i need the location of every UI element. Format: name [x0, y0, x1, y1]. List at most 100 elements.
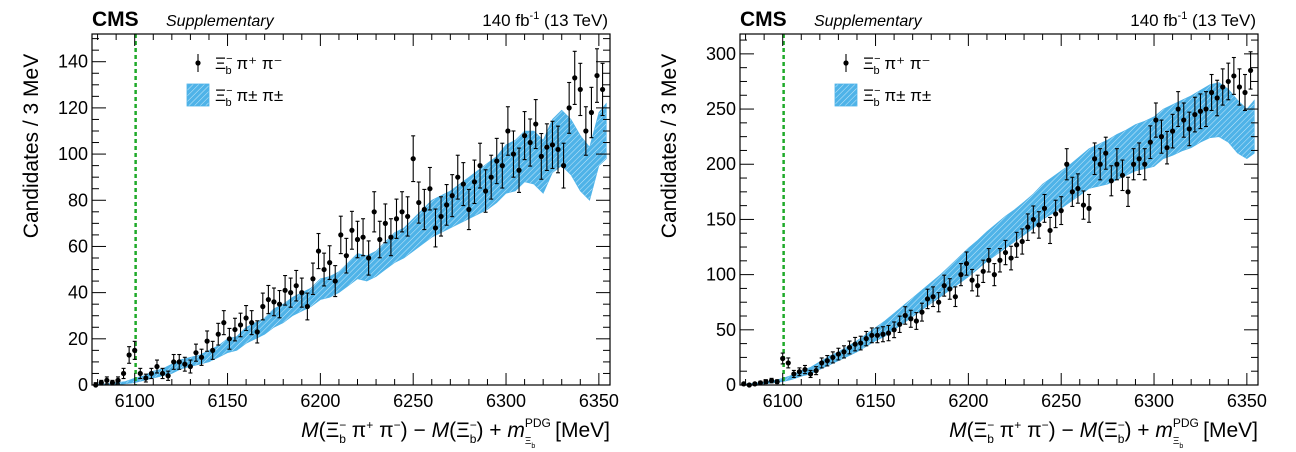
- data-point: [947, 278, 953, 300]
- data-point: [913, 312, 919, 330]
- data-point: [544, 123, 550, 172]
- data-point: [193, 343, 199, 362]
- data-marker: [343, 253, 349, 259]
- data-point: [332, 265, 338, 298]
- panel-left: CMS Supplementary 140 fb-1 (13 TeV) Cand…: [20, 8, 619, 450]
- data-point: [1192, 96, 1198, 133]
- data-marker: [538, 153, 544, 159]
- data-marker: [1103, 150, 1109, 156]
- data-marker: [1158, 134, 1165, 140]
- data-point: [1080, 190, 1087, 220]
- data-point: [1247, 51, 1254, 90]
- data-point: [204, 330, 210, 352]
- data-marker: [1002, 249, 1009, 256]
- y-tick-label: 120: [58, 98, 88, 118]
- data-marker: [471, 179, 478, 185]
- data-marker: [354, 236, 361, 243]
- data-point: [421, 188, 427, 231]
- y-tick-label: 80: [68, 190, 88, 210]
- plot-frame: [739, 33, 1259, 386]
- data-marker: [863, 336, 869, 342]
- data-point: [171, 353, 177, 370]
- data-point: [1103, 136, 1109, 170]
- data-point: [908, 309, 914, 328]
- cms-label: CMS: [740, 8, 787, 31]
- data-marker: [936, 299, 942, 305]
- data-point: [1002, 239, 1009, 266]
- data-marker: [1036, 222, 1042, 228]
- data-marker: [293, 283, 299, 289]
- data-marker: [1069, 189, 1075, 195]
- supplementary-label: Supplementary: [814, 13, 923, 30]
- data-point: [763, 379, 769, 385]
- data-point: [521, 111, 528, 161]
- data-marker: [560, 163, 567, 169]
- data-marker: [215, 331, 221, 337]
- data-point: [791, 369, 797, 379]
- data-marker: [120, 370, 127, 377]
- data-point: [1114, 148, 1120, 181]
- lumi-label: 140 fb-1 (13 TeV): [1130, 10, 1256, 30]
- data-point: [880, 326, 886, 343]
- data-marker: [527, 139, 533, 146]
- cms-label: CMS: [92, 8, 139, 31]
- data-marker: [148, 370, 155, 377]
- y-tick-label: 100: [706, 265, 736, 285]
- data-marker: [897, 321, 903, 327]
- y-tick-label: 0: [726, 375, 736, 395]
- data-point: [338, 215, 344, 255]
- data-marker: [1119, 172, 1126, 178]
- data-marker: [399, 209, 405, 215]
- data-point: [265, 284, 271, 315]
- data-marker: [237, 322, 244, 328]
- data-point: [399, 191, 405, 233]
- data-marker: [416, 199, 422, 206]
- data-marker: [780, 355, 786, 362]
- data-marker: [841, 349, 847, 355]
- data-marker: [1097, 161, 1103, 167]
- data-point: [902, 306, 908, 325]
- data-point: [549, 120, 556, 169]
- data-point: [232, 317, 238, 342]
- y-tick-label: 100: [58, 144, 88, 164]
- data-point: [1236, 68, 1243, 106]
- data-point: [271, 287, 277, 317]
- data-point: [774, 379, 780, 385]
- data-point: [952, 286, 958, 308]
- data-point: [1019, 228, 1025, 255]
- data-point: [299, 277, 305, 308]
- data-point: [343, 237, 349, 274]
- data-point: [566, 81, 572, 134]
- background-band: [745, 82, 1255, 386]
- x-axis-label-text: M(Ξ− b π+ π−) − M(Ξ− b) + mPDG Ξb [MeV]: [301, 416, 610, 450]
- data-marker: [271, 299, 277, 305]
- legend-data-label: Ξ− b π⁺ π⁻: [863, 53, 930, 77]
- data-marker: [382, 220, 388, 226]
- data-marker: [338, 232, 344, 238]
- data-point: [104, 376, 110, 385]
- data-marker: [768, 377, 775, 384]
- data-point: [1214, 79, 1220, 117]
- data-marker: [594, 72, 600, 79]
- data-point: [986, 248, 992, 273]
- data-marker: [824, 358, 830, 364]
- data-point: [237, 312, 244, 338]
- data-marker: [332, 278, 338, 284]
- data-marker: [115, 377, 121, 383]
- data-marker: [533, 121, 539, 127]
- data-marker: [1030, 216, 1036, 223]
- data-marker: [1214, 95, 1220, 101]
- data-marker: [321, 266, 327, 273]
- data-point: [1197, 93, 1204, 130]
- data-marker: [1058, 208, 1064, 214]
- data-point: [1208, 73, 1215, 112]
- legend-data-label: Ξ− b π⁺ π⁻: [215, 53, 282, 77]
- x-tick-label: 6300: [486, 391, 526, 411]
- data-point: [941, 274, 947, 297]
- data-point: [930, 286, 936, 308]
- data-point: [583, 106, 589, 156]
- data-point: [427, 166, 433, 211]
- data-marker: [243, 315, 249, 321]
- data-marker: [371, 209, 377, 215]
- data-marker: [583, 128, 589, 134]
